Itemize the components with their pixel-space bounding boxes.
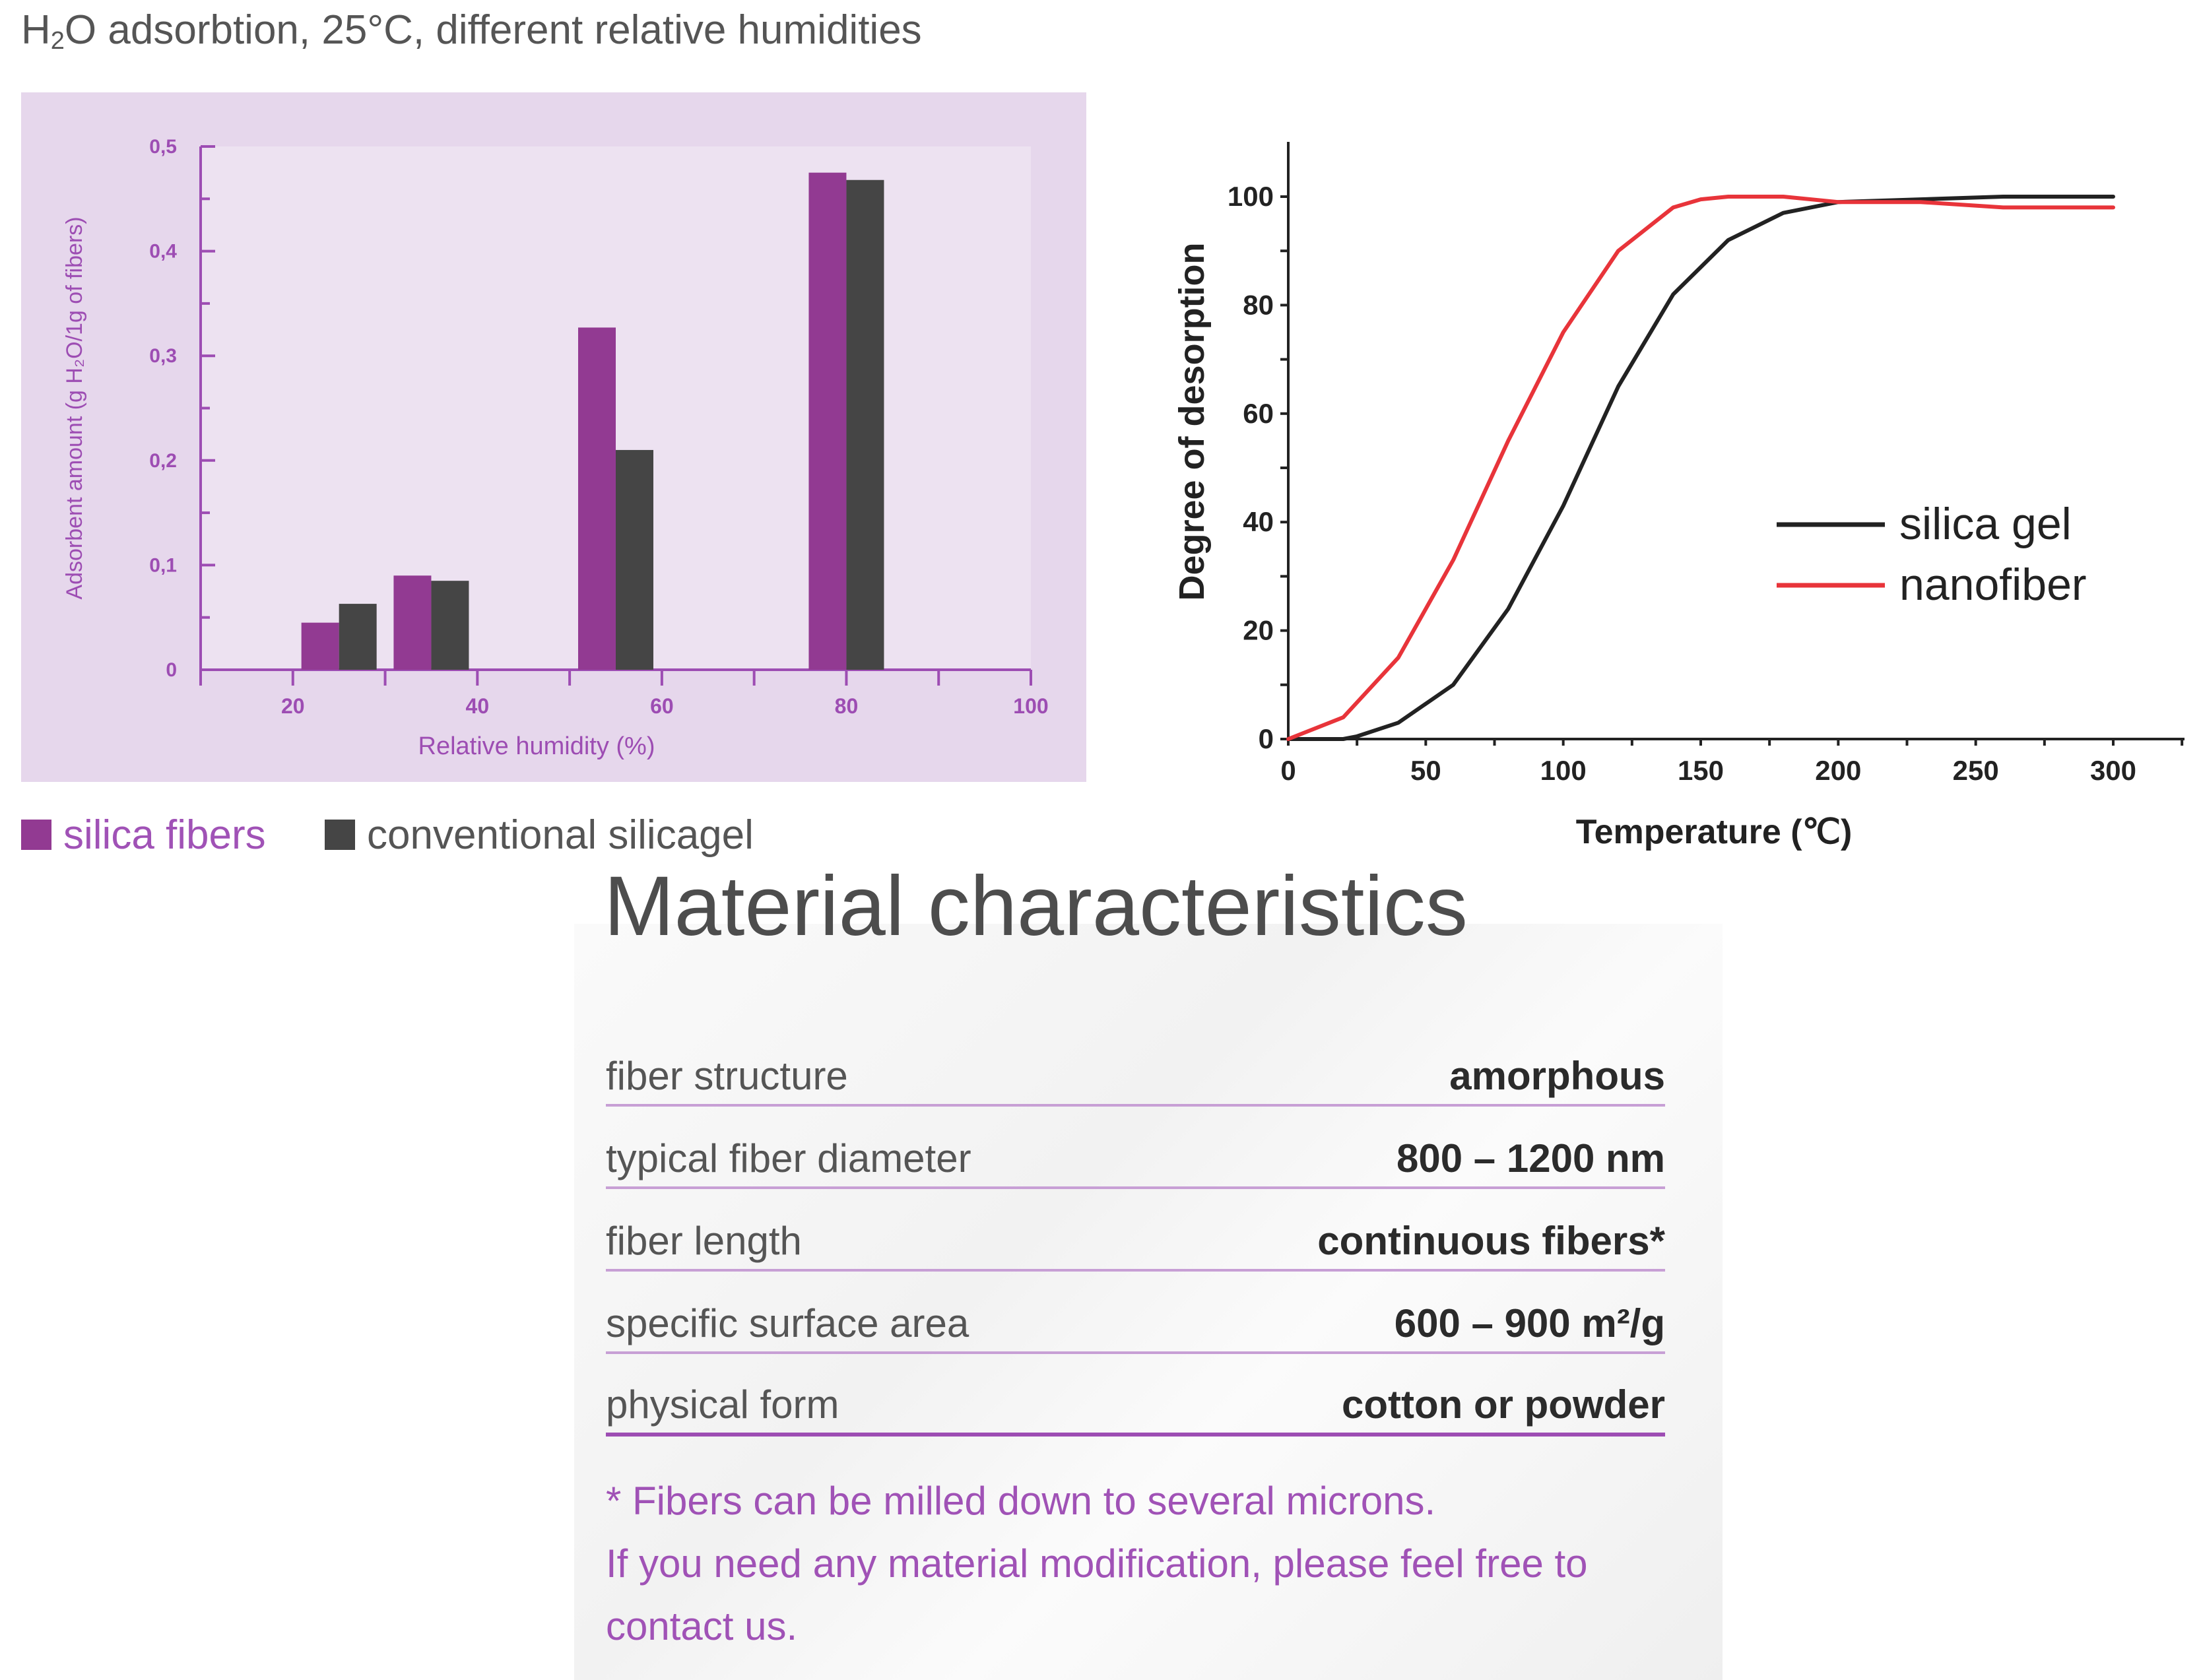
- line-y-tick-label: 60: [1243, 398, 1274, 429]
- bar-y-tick-label: 0,2: [149, 450, 177, 472]
- material-title: Material characteristics: [604, 859, 1468, 953]
- material-section-background: [574, 924, 1723, 1680]
- legend-swatch-silica-fibers: [21, 820, 51, 850]
- material-row: typical fiber diameter 800 – 1200 nm: [606, 1107, 1665, 1189]
- legend-label-silica-fibers: silica fibers: [63, 812, 266, 858]
- line-x-axis-label: Temperature (℃): [1576, 813, 1853, 851]
- line-y-tick-label: 100: [1228, 181, 1274, 212]
- line-x-tick-label: 150: [1678, 755, 1724, 786]
- line-x-tick-label: 0: [1280, 755, 1296, 786]
- line-x-tick-label: 100: [1540, 755, 1587, 786]
- material-value: continuous fibers*: [1317, 1219, 1665, 1263]
- line-x-tick-label: 250: [1953, 755, 1999, 786]
- bar-x-tick-label: 80: [835, 694, 859, 718]
- line-x-tick-label: 300: [2090, 755, 2136, 786]
- bar-y-tick-label: 0,3: [149, 345, 177, 367]
- material-value: amorphous: [1449, 1054, 1665, 1098]
- bar-silica-fibers: [578, 327, 616, 670]
- bar-y-axis-label: Adsorbent amount (g H₂O/1g of fibers): [62, 216, 87, 599]
- line-y-tick-label: 0: [1259, 723, 1274, 754]
- legend-text-nanofiber: nanofiber: [1899, 560, 2087, 610]
- line-y-axis-label: Degree of desorption: [1172, 242, 1212, 600]
- material-label: typical fiber diameter: [606, 1136, 971, 1180]
- bar-silica-fibers: [393, 575, 432, 670]
- bar-conventional-silicagel: [846, 179, 884, 670]
- bar-x-tick-label: 100: [1013, 694, 1048, 718]
- material-label: fiber length: [606, 1219, 802, 1263]
- material-value: 800 – 1200 nm: [1396, 1136, 1665, 1180]
- legend-conventional-silicagel: conventional silicagel: [325, 808, 754, 861]
- bar-silica-fibers: [808, 172, 847, 670]
- line-silica-gel: [1286, 195, 2115, 741]
- material-value: 600 – 900 m²/g: [1394, 1301, 1665, 1345]
- material-row: physical form cotton or powder: [606, 1354, 1665, 1437]
- material-contact-note: If you need any material modification, p…: [606, 1541, 1588, 1586]
- material-table: fiber structure amorphous typical fiber …: [606, 1024, 1665, 1437]
- bar-x-axis-label: Relative humidity (%): [418, 732, 655, 760]
- bar-y-tick-label: 0,4: [149, 241, 177, 263]
- bar-y-tick-label: 0,1: [149, 554, 177, 576]
- bar-x-tick-label: 60: [650, 694, 674, 718]
- bar-y-tick-label: 0: [166, 659, 177, 681]
- bar-conventional-silicagel: [616, 449, 653, 670]
- material-contact-note-end: contact us.: [606, 1604, 798, 1648]
- bar-chart: 0 0,1 0,2 0,3 0,4 0,5 20 40 60 80 100 Relative humi…: [62, 136, 1049, 760]
- legend-silica-fibers: silica fibers: [21, 808, 266, 861]
- line-x-tick-label: 200: [1815, 755, 1861, 786]
- line-y-tick-label: 80: [1243, 289, 1274, 320]
- material-label: specific surface area: [606, 1301, 969, 1345]
- material-row: fiber structure amorphous: [606, 1024, 1665, 1107]
- bar-silica-fibers: [301, 622, 339, 670]
- material-label: physical form: [606, 1382, 839, 1427]
- material-value: cotton or powder: [1342, 1382, 1665, 1427]
- material-row: specific surface area 600 – 900 m²/g: [606, 1272, 1665, 1354]
- line-chart: 0 20 40 60 80 100 0 50 100 150 200 250 300 silica gel…: [1172, 142, 2185, 851]
- bar-conventional-silicagel: [339, 604, 377, 670]
- bar-conventional-silicagel: [431, 581, 469, 670]
- bar-x-tick-label: 20: [281, 694, 305, 718]
- material-footnote: * Fibers can be milled down to several m…: [606, 1479, 1436, 1523]
- bar-y-tick-label: 0,5: [149, 136, 177, 158]
- legend-label-conventional-silicagel: conventional silicagel: [367, 812, 754, 858]
- legend-swatch-conventional-silicagel: [325, 820, 355, 850]
- line-x-tick-label: 50: [1410, 755, 1441, 786]
- material-row: fiber length continuous fibers*: [606, 1189, 1665, 1272]
- material-label: fiber structure: [606, 1054, 848, 1098]
- bar-chart-title: H2O adsorbtion, 25°C, different relative…: [21, 7, 922, 55]
- line-nanofiber: [1286, 195, 2115, 741]
- line-y-tick-label: 40: [1243, 506, 1274, 537]
- line-y-tick-label: 20: [1243, 615, 1274, 646]
- bar-x-tick-label: 40: [466, 694, 490, 718]
- legend-text-silica-gel: silica gel: [1899, 499, 2072, 549]
